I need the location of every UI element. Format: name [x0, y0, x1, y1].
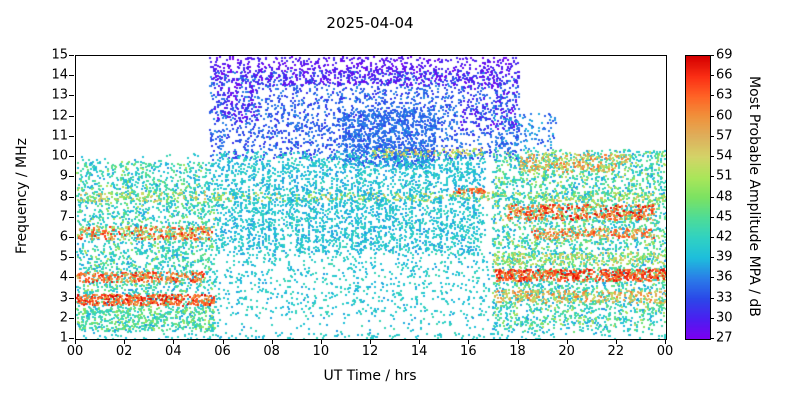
colorbar-tick-mark — [710, 135, 714, 137]
scatter-canvas — [76, 56, 666, 339]
y-tick-mark — [69, 95, 74, 97]
colorbar-tick-label: 33 — [716, 290, 733, 306]
y-tick-mark — [69, 135, 74, 137]
colorbar-tick-label: 36 — [716, 269, 733, 285]
colorbar-tick-mark — [710, 156, 714, 158]
colorbar-label: Most Probable Amplitude MPA / dB — [746, 76, 762, 317]
colorbar-tick-mark — [710, 196, 714, 198]
x-tick-label: 22 — [607, 344, 625, 359]
y-tick-label: 2 — [59, 310, 68, 326]
y-tick-mark — [69, 236, 74, 238]
y-tick-label: 8 — [59, 189, 68, 204]
colorbar-tick-label: 45 — [716, 209, 733, 225]
y-tick-mark — [69, 176, 74, 178]
x-axis-label: UT Time / hrs — [323, 368, 417, 384]
x-tick-label: 08 — [263, 344, 280, 359]
x-tick-label: 14 — [410, 344, 428, 359]
colorbar-tick-mark — [710, 176, 714, 178]
x-tick-mark — [517, 339, 519, 344]
colorbar-tick-mark — [710, 338, 714, 339]
chart-title: 2025-04-04 — [326, 14, 414, 32]
y-tick-label: 14 — [51, 67, 68, 83]
x-tick-label: 00 — [66, 344, 84, 359]
colorbar-tick-label: 66 — [716, 67, 733, 83]
colorbar-tick-mark — [710, 75, 714, 77]
x-tick-label: 10 — [312, 344, 330, 359]
colorbar-tick-mark — [710, 297, 714, 299]
y-tick-mark — [69, 317, 74, 319]
colorbar-tick-mark — [710, 55, 714, 56]
y-tick-label: 4 — [59, 269, 68, 285]
colorbar-tick-label: 27 — [716, 330, 733, 346]
y-tick-label: 7 — [59, 209, 68, 225]
x-tick-label: 02 — [115, 344, 133, 359]
colorbar-tick-label: 54 — [716, 148, 733, 164]
y-tick-mark — [69, 297, 74, 299]
y-tick-label: 11 — [51, 128, 68, 144]
colorbar-tick-mark — [710, 216, 714, 218]
x-tick-label: 00 — [656, 344, 674, 359]
colorbar-tick-mark — [710, 257, 714, 259]
colorbar-tick-label: 30 — [716, 310, 733, 326]
y-tick-label: 5 — [59, 249, 68, 265]
colorbar-tick-label: 69 — [716, 47, 733, 63]
x-tick-mark — [75, 339, 76, 344]
y-tick-label: 10 — [51, 148, 68, 164]
colorbar-tick-label: 39 — [716, 249, 733, 265]
x-tick-label: 12 — [361, 344, 379, 359]
colorbar-tick-label: 57 — [716, 128, 733, 144]
colorbar-tick-label: 63 — [716, 87, 733, 103]
x-tick-mark — [173, 339, 175, 344]
x-tick-label: 06 — [214, 344, 231, 359]
x-tick-mark — [665, 339, 666, 344]
y-tick-label: 3 — [59, 290, 68, 306]
colorbar-tick-label: 48 — [716, 189, 733, 204]
y-tick-label: 9 — [59, 168, 68, 184]
y-tick-label: 15 — [51, 47, 68, 63]
y-tick-mark — [69, 115, 74, 117]
x-tick-mark — [566, 339, 568, 344]
x-tick-label: 18 — [509, 344, 526, 359]
colorbar-tick-label: 60 — [716, 108, 733, 124]
x-tick-mark — [468, 339, 470, 344]
colorbar-tick-mark — [710, 317, 714, 319]
y-tick-label: 12 — [51, 108, 68, 124]
colorbar-tick-mark — [710, 115, 714, 117]
y-tick-mark — [69, 216, 74, 218]
x-tick-mark — [615, 339, 617, 344]
x-tick-label: 16 — [460, 344, 477, 359]
y-tick-label: 1 — [59, 330, 68, 346]
x-tick-mark — [419, 339, 421, 344]
y-tick-mark — [69, 75, 74, 77]
colorbar-canvas — [686, 56, 710, 339]
y-tick-mark — [69, 156, 74, 158]
y-tick-mark — [69, 55, 74, 56]
y-tick-label: 13 — [51, 87, 68, 103]
colorbar-tick-mark — [710, 236, 714, 238]
colorbar-tick-mark — [710, 277, 714, 279]
colorbar-tick-label: 51 — [716, 168, 733, 184]
x-tick-label: 20 — [558, 344, 575, 359]
x-tick-mark — [271, 339, 273, 344]
x-tick-mark — [320, 339, 322, 344]
x-tick-mark — [124, 339, 126, 344]
x-tick-mark — [370, 339, 371, 344]
x-tick-label: 04 — [165, 344, 182, 359]
y-tick-mark — [69, 196, 74, 198]
y-tick-label: 6 — [59, 229, 68, 245]
colorbar — [685, 55, 711, 340]
y-tick-mark — [69, 257, 74, 259]
colorbar-tick-label: 42 — [716, 229, 733, 245]
y-tick-mark — [69, 338, 74, 339]
x-tick-mark — [222, 339, 224, 344]
colorbar-tick-mark — [710, 95, 714, 97]
y-tick-mark — [69, 277, 74, 279]
plot-area — [75, 55, 667, 340]
